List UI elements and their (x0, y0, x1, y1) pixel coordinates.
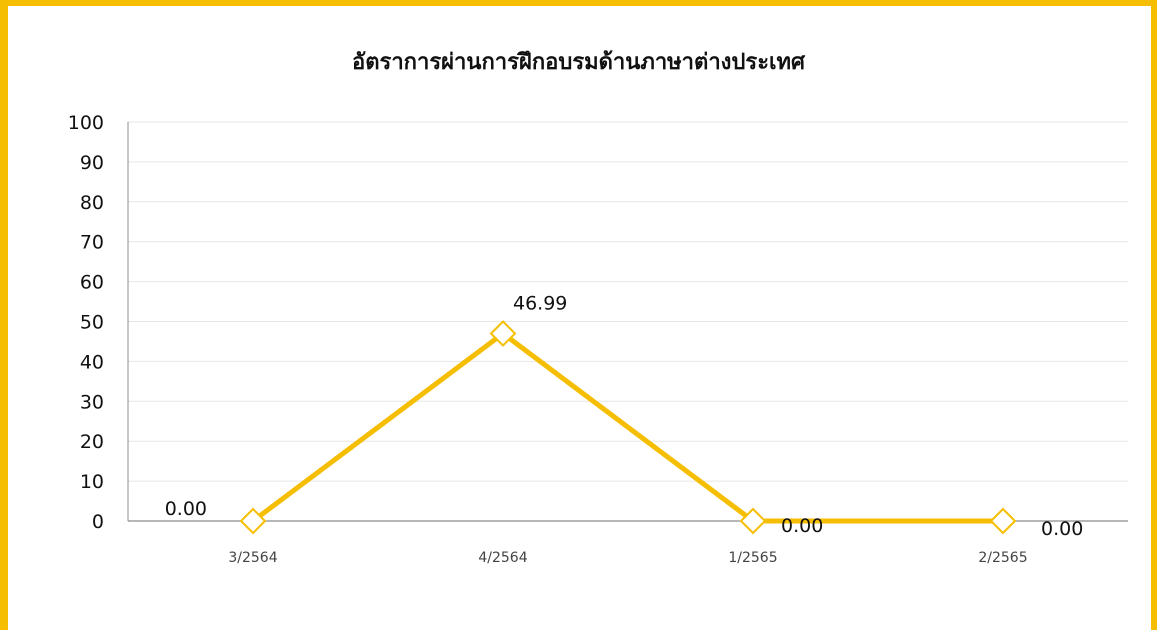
series-marker-layer (239, 320, 1017, 535)
data-point-marker (489, 320, 517, 347)
series-line-layer (251, 330, 1003, 524)
series-line (251, 330, 1003, 524)
y-tick-label: 100 (68, 112, 104, 134)
data-label: 0.00 (165, 498, 207, 520)
x-tick-label: 2/2565 (978, 550, 1027, 566)
gridlines (128, 121, 1128, 482)
y-tick-label: 70 (80, 232, 104, 254)
y-tick-label: 50 (80, 312, 104, 334)
y-tick-label: 80 (80, 192, 104, 214)
x-tick-label: 1/2565 (728, 550, 777, 566)
data-label: 0.00 (781, 515, 823, 537)
x-axis-tick-labels: 3/2564 4/2564 1/2565 2/2565 (228, 550, 1027, 566)
y-tick-label: 90 (80, 152, 104, 174)
data-point-marker (739, 507, 767, 535)
data-label: 0.00 (1041, 518, 1083, 540)
data-point-marker (989, 507, 1017, 535)
y-tick-label: 40 (80, 351, 104, 373)
y-axis-tick-labels: 0 10 20 30 40 50 60 70 80 90 100 (68, 112, 104, 533)
x-tick-label: 4/2564 (478, 550, 527, 566)
y-tick-label: 20 (80, 431, 104, 453)
x-tick-label: 3/2564 (228, 550, 277, 566)
y-tick-label: 60 (80, 272, 104, 294)
data-label: 46.99 (513, 293, 567, 315)
y-tick-label: 0 (92, 511, 104, 533)
y-tick-label: 10 (80, 471, 104, 493)
data-point-marker (239, 507, 267, 535)
data-label-layer: 0.00 46.99 0.00 0.00 (165, 293, 1084, 540)
chart-title: อัตราการผ่านการฝึกอบรมด้านภาษาต่างประเทศ (352, 50, 805, 75)
y-tick-label: 30 (80, 391, 104, 413)
